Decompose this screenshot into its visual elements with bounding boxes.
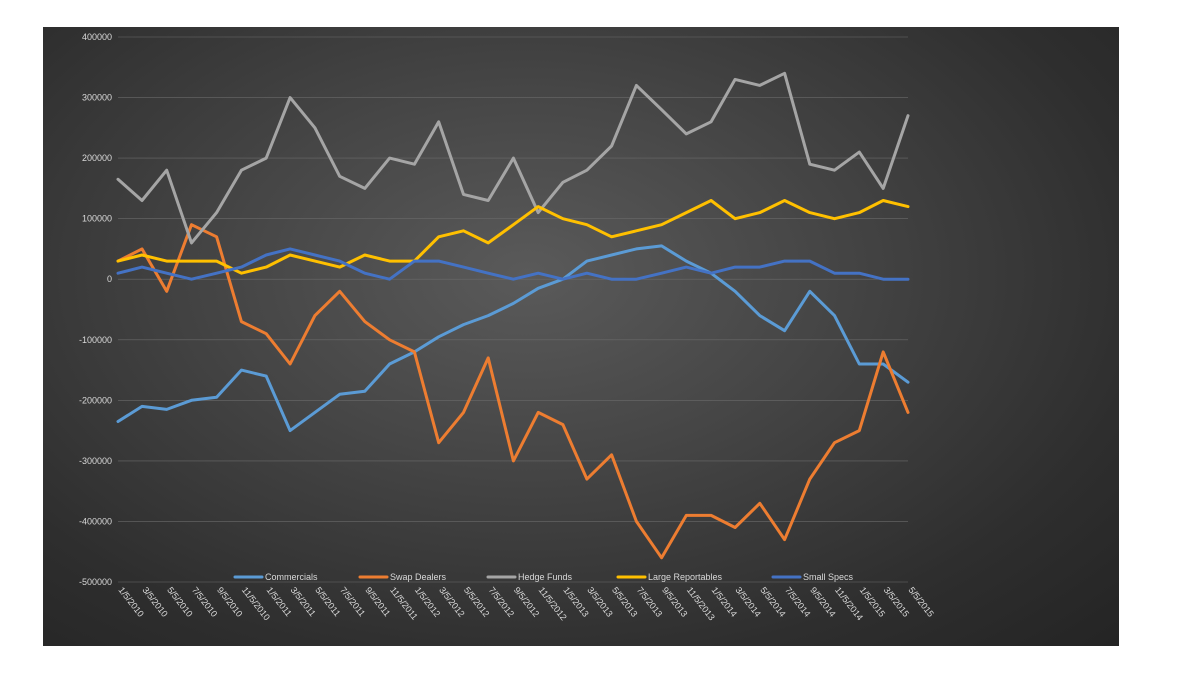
y-tick-label: 200000	[82, 153, 112, 163]
legend-label: Small Specs	[803, 572, 854, 582]
y-tick-label: -400000	[79, 516, 112, 526]
legend-label: Swap Dealers	[390, 572, 447, 582]
y-tick-label: -500000	[79, 577, 112, 587]
x-tick-label: 5/5/2015	[906, 585, 935, 619]
line-chart: 400000 300000 200000 100000 0 -100000 -200000 -…	[79, 32, 936, 622]
series-line-swap-dealers	[116, 223, 910, 560]
y-tick-label: 0	[107, 274, 112, 284]
x-tick-label: 7/5/2011	[338, 585, 367, 618]
y-tick-label: 400000	[82, 32, 112, 42]
series-line-commercials	[116, 244, 910, 433]
y-tick-label: 300000	[82, 93, 112, 103]
y-tick-label: 100000	[82, 214, 112, 224]
chart-area: 400000 300000 200000 100000 0 -100000 -200000 -…	[43, 27, 1119, 646]
legend-label: Hedge Funds	[518, 572, 573, 582]
series-line-small-specs	[116, 247, 910, 281]
legend: Commercials Swap Dealers Hedge Funds Large …	[233, 572, 854, 582]
x-axis-ticks: 1/5/20103/5/20105/5/20107/5/20109/5/2010…	[116, 585, 935, 622]
y-tick-label: -100000	[79, 335, 112, 345]
series-line-large-reportables	[116, 199, 910, 275]
y-tick-label: -300000	[79, 456, 112, 466]
legend-label: Large Reportables	[648, 572, 723, 582]
y-tick-label: -200000	[79, 395, 112, 405]
legend-label: Commercials	[265, 572, 318, 582]
series-line-hedge-funds	[116, 71, 910, 245]
series-lines	[116, 71, 910, 560]
y-axis-ticks: 400000 300000 200000 100000 0 -100000 -200000 -…	[79, 32, 112, 587]
